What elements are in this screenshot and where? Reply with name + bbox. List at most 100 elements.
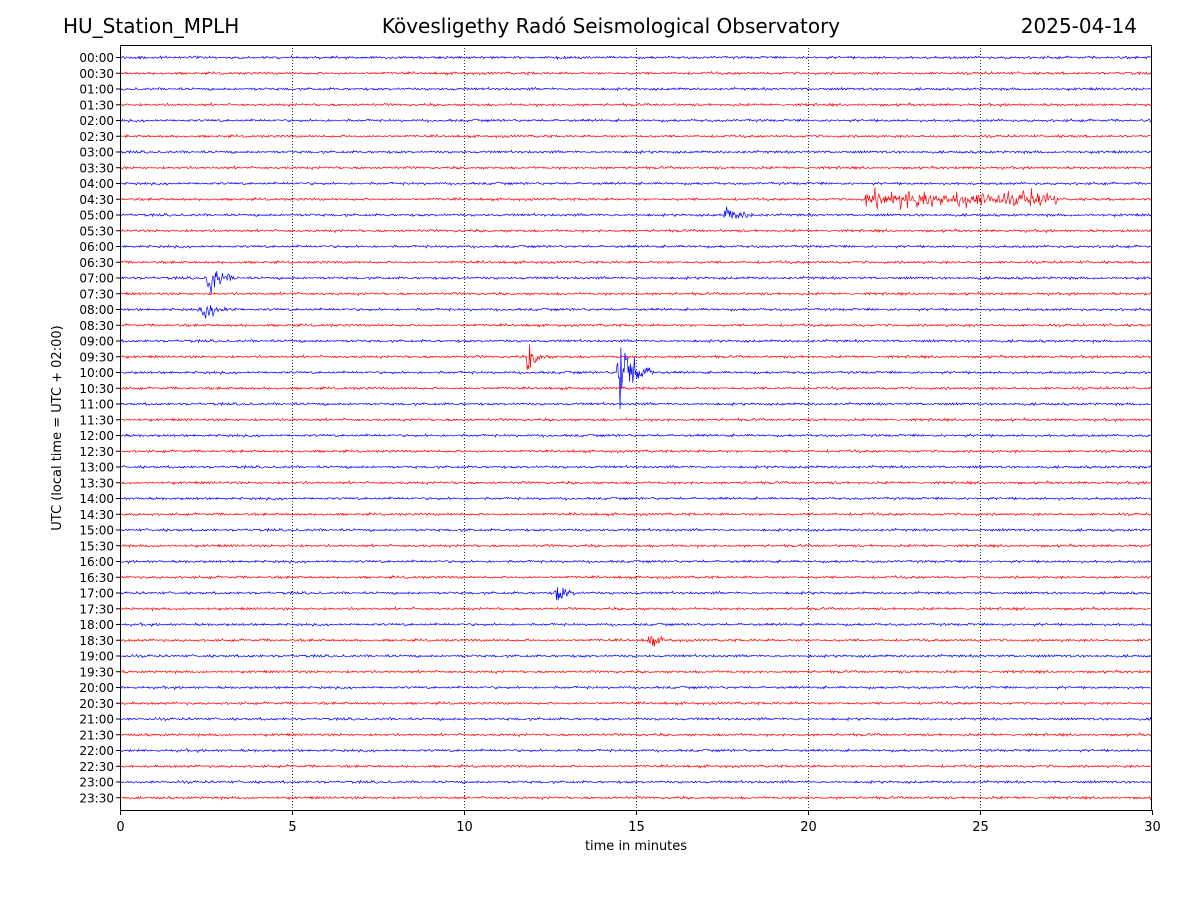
y-tick-label: 14:00 <box>79 492 114 506</box>
trace-0100 <box>119 86 1153 92</box>
grid-lines <box>292 45 981 810</box>
y-tick-label: 04:00 <box>79 177 114 191</box>
trace-1700 <box>120 587 1153 601</box>
y-tick-label: 23:00 <box>79 776 114 790</box>
trace-0430 <box>119 187 1153 210</box>
y-tick-label: 01:30 <box>79 98 114 112</box>
trace-1730 <box>119 606 1153 612</box>
trace-1230 <box>119 448 1153 454</box>
y-tick-label: 07:00 <box>79 272 114 286</box>
trace-0300 <box>119 149 1153 155</box>
y-tick-label: 20:00 <box>79 681 114 695</box>
trace-0030 <box>119 70 1153 76</box>
x-tick-label: 20 <box>800 820 817 835</box>
y-tick-label: 00:30 <box>79 67 114 81</box>
trace-0000 <box>119 54 1153 61</box>
y-tick-label: 04:30 <box>79 193 114 207</box>
y-axis-label: UTC (local time = UTC + 02:00) <box>50 325 65 530</box>
trace-0500 <box>119 206 1153 220</box>
y-tick-label: 18:00 <box>79 618 114 632</box>
y-tick-label: 20:30 <box>79 697 114 711</box>
trace-group <box>119 54 1153 801</box>
trace-0830 <box>119 322 1153 328</box>
trace-1130 <box>120 417 1153 423</box>
y-tick-label: 21:30 <box>79 728 114 742</box>
trace-0400 <box>119 181 1153 187</box>
trace-0900 <box>119 338 1153 344</box>
trace-2030 <box>119 700 1153 706</box>
trace-1930 <box>119 669 1153 675</box>
y-tick-label: 11:30 <box>79 413 114 427</box>
y-tick-label: 17:30 <box>79 602 114 616</box>
x-tick-label: 10 <box>456 820 473 835</box>
y-tick-label: 23:30 <box>79 791 114 805</box>
trace-1330 <box>119 480 1152 486</box>
y-tick-label: 14:30 <box>79 508 114 522</box>
x-tick-label: 30 <box>1144 820 1161 835</box>
trace-2200 <box>119 748 1153 754</box>
trace-1400 <box>119 496 1153 502</box>
y-tick-label: 15:00 <box>79 524 114 538</box>
trace-2130 <box>119 732 1153 738</box>
y-tick-label: 02:00 <box>79 114 114 128</box>
trace-0930 <box>119 344 1153 370</box>
y-tick-label: 19:30 <box>79 665 114 679</box>
y-tick-label: 05:30 <box>79 224 114 238</box>
trace-0800 <box>119 305 1153 319</box>
trace-0730 <box>119 291 1153 297</box>
station-name: HU_Station_MPLH <box>63 14 240 38</box>
y-tick-label: 13:00 <box>79 461 114 475</box>
trace-0130 <box>119 102 1153 108</box>
trace-2230 <box>119 763 1153 769</box>
trace-1800 <box>119 622 1153 628</box>
y-tick-label: 16:00 <box>79 555 114 569</box>
x-tick-label: 15 <box>628 820 645 835</box>
x-axis: 0 5 10 15 20 25 30 <box>116 810 1161 835</box>
trace-2300 <box>119 779 1153 785</box>
y-tick-label: 10:00 <box>79 366 114 380</box>
trace-1000 <box>119 347 1153 410</box>
trace-1200 <box>119 433 1153 439</box>
y-tick-label: 11:00 <box>79 398 114 412</box>
record-date: 2025-04-14 <box>1020 14 1137 38</box>
trace-1630 <box>119 574 1153 580</box>
trace-0200 <box>119 118 1153 124</box>
y-tick-label: 06:30 <box>79 256 114 270</box>
y-tick-label: 12:30 <box>79 445 114 459</box>
y-tick-label: 10:30 <box>79 382 114 396</box>
y-tick-label: 17:00 <box>79 587 114 601</box>
trace-1100 <box>119 401 1153 407</box>
trace-1900 <box>119 653 1153 659</box>
x-tick-label: 5 <box>288 820 296 835</box>
observatory-title: Kövesligethy Radó Seismological Observat… <box>381 14 841 38</box>
trace-1300 <box>119 464 1153 470</box>
y-tick-label: 09:00 <box>79 335 114 349</box>
y-tick-label: 03:00 <box>79 146 114 160</box>
trace-0530 <box>119 228 1153 234</box>
x-tick-label: 0 <box>116 820 124 835</box>
trace-0330 <box>119 165 1153 171</box>
y-tick-label: 01:00 <box>79 83 114 97</box>
y-tick-label: 18:30 <box>79 634 114 648</box>
trace-1430 <box>119 511 1153 517</box>
trace-0230 <box>119 133 1153 139</box>
trace-1500 <box>119 527 1153 533</box>
trace-1830 <box>119 635 1153 647</box>
y-tick-label: 05:00 <box>79 209 114 223</box>
y-tick-label: 07:30 <box>79 287 114 301</box>
y-tick-label: 03:30 <box>79 161 114 175</box>
y-tick-label: 21:00 <box>79 713 114 727</box>
y-tick-label: 19:00 <box>79 650 114 664</box>
trace-0630 <box>119 259 1152 265</box>
trace-1530 <box>119 543 1153 549</box>
y-tick-label: 08:00 <box>79 303 114 317</box>
y-tick-label: 08:30 <box>79 319 114 333</box>
y-tick-label: 12:00 <box>79 429 114 443</box>
y-tick-label: 13:30 <box>79 476 114 490</box>
x-tick-label: 25 <box>972 820 989 835</box>
y-tick-label: 22:00 <box>79 744 114 758</box>
trace-0600 <box>119 244 1153 250</box>
y-tick-label: 00:00 <box>79 51 114 65</box>
